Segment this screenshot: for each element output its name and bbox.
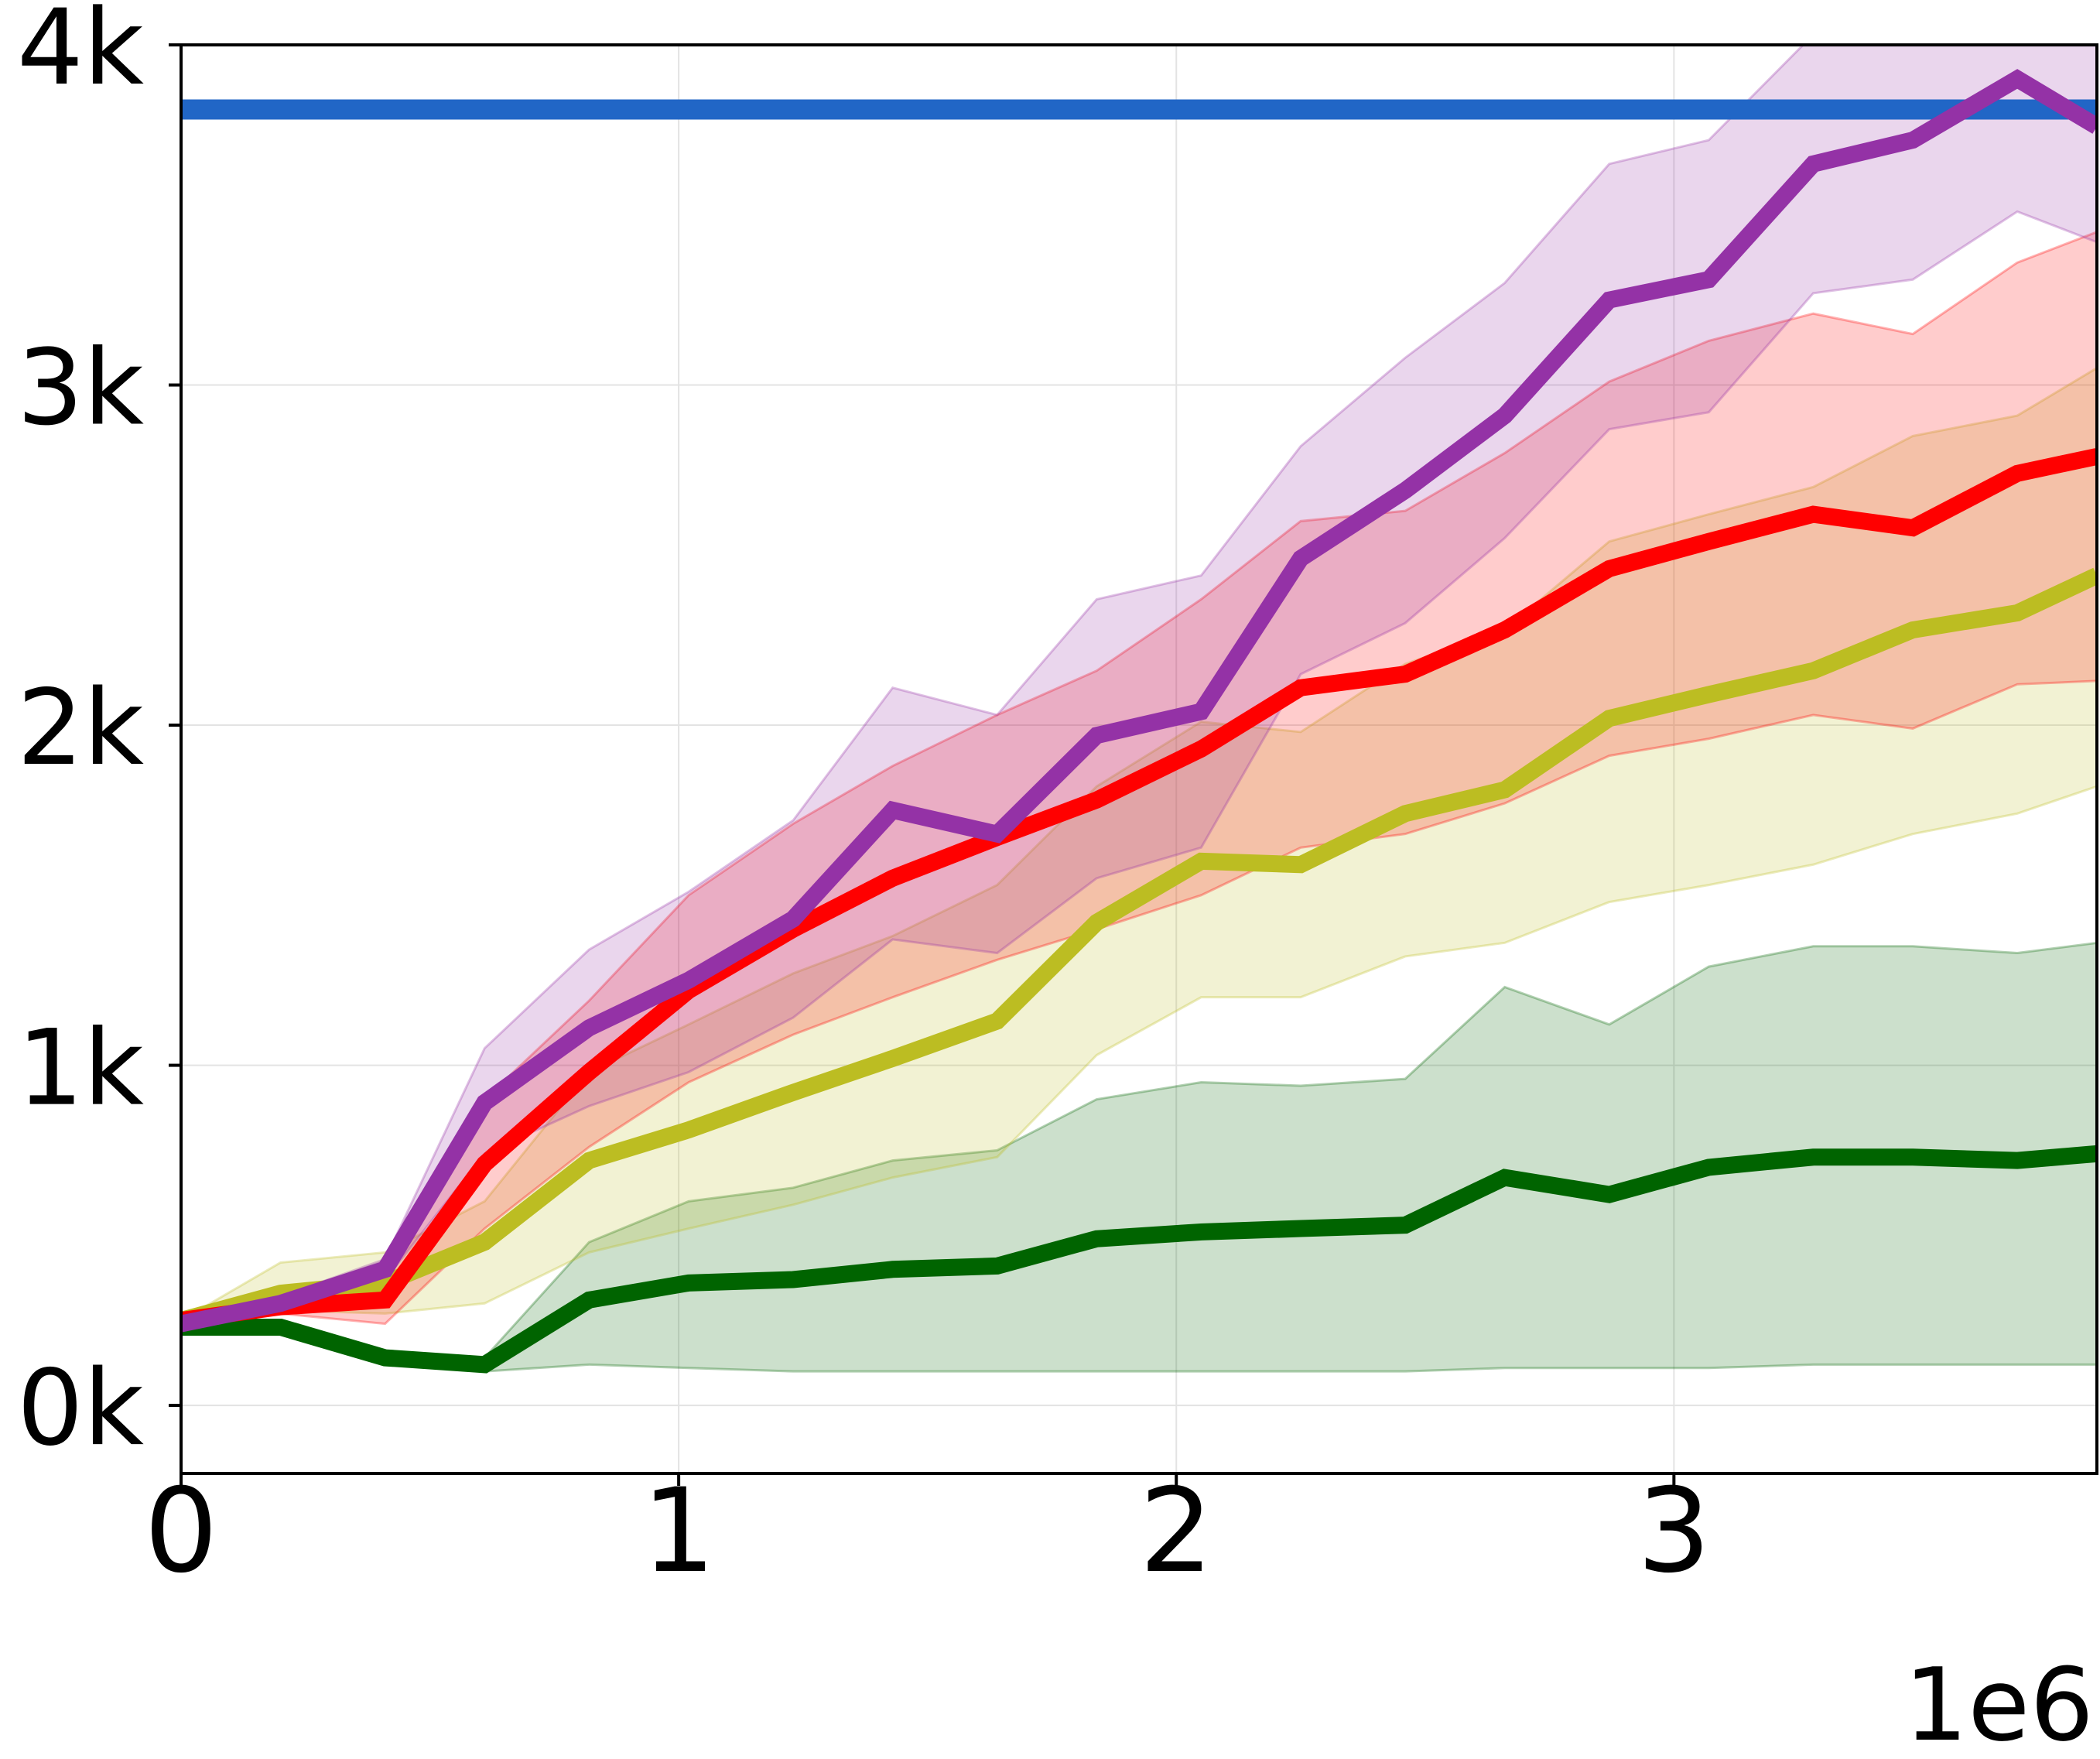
x-tick-label: 0 bbox=[144, 1464, 217, 1599]
y-tick-label: 4k bbox=[17, 0, 144, 108]
series-line bbox=[181, 1145, 2097, 1374]
plot-frame bbox=[180, 43, 2098, 1475]
x-tick-label: 2 bbox=[1140, 1464, 1213, 1599]
x-offset-label: 1e6 bbox=[1904, 1646, 2094, 1759]
axis-ticks: 0 1 2 3 0k 1k 2k 3k 4k bbox=[17, 0, 1711, 1599]
series-band bbox=[181, 941, 2097, 1373]
series-lines bbox=[181, 69, 2097, 1374]
series-line bbox=[181, 69, 2097, 1333]
y-tick-label: 2k bbox=[17, 667, 144, 789]
series-band bbox=[181, 366, 2097, 1322]
y-tick-label: 0k bbox=[17, 1347, 144, 1469]
y-tick-label: 1k bbox=[17, 1008, 144, 1129]
x-tick-label: 1 bbox=[641, 1464, 715, 1599]
series-line bbox=[181, 448, 2097, 1330]
series-line bbox=[181, 567, 2097, 1329]
x-tick-label: 3 bbox=[1637, 1464, 1711, 1599]
y-tick-label: 3k bbox=[17, 327, 144, 449]
